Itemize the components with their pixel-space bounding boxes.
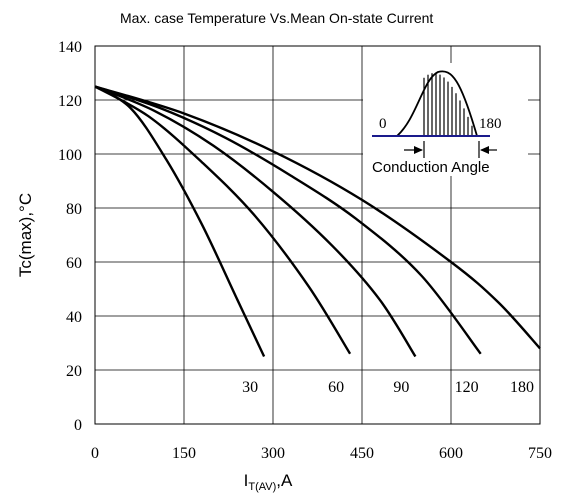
x-axis-label-main: I xyxy=(244,471,249,490)
y-tick-label: 20 xyxy=(66,363,82,380)
x-axis-label-sub: T(AV) xyxy=(248,481,276,493)
y-tick-label: 0 xyxy=(74,417,82,434)
series-line-60 xyxy=(94,85,352,355)
inset-background xyxy=(363,63,528,176)
series-labels: 30 60 90 120 180 xyxy=(242,379,534,396)
series-label-180: 180 xyxy=(510,379,534,396)
x-tick-label: 600 xyxy=(439,445,463,462)
series-label-120: 120 xyxy=(455,379,479,396)
x-axis-label-tail: ,A xyxy=(276,471,293,490)
chart-title: Max. case Temperature Vs.Mean On-state C… xyxy=(120,10,433,26)
x-tick-label: 300 xyxy=(261,445,285,462)
inset-hatching xyxy=(423,73,473,136)
y-tick-label: 60 xyxy=(66,255,82,272)
series-curves xyxy=(94,85,541,358)
x-axis-ticks: 0 150 300 450 600 750 xyxy=(91,445,552,462)
series-label-60: 60 xyxy=(328,379,344,396)
series-line-180 xyxy=(94,85,541,350)
inset-arrow-left-head xyxy=(414,146,423,154)
y-tick-label: 80 xyxy=(66,201,82,218)
x-axis-label: IT(AV),A xyxy=(244,471,293,493)
inset-arrow-right-head xyxy=(480,146,489,154)
inset-sine-curve xyxy=(396,70,478,137)
x-tick-label: 750 xyxy=(528,445,552,462)
series-line-90 xyxy=(94,85,417,358)
y-tick-label: 40 xyxy=(66,309,82,326)
inset-label-end: 180 xyxy=(479,116,502,132)
series-line-30 xyxy=(94,85,266,358)
series-line-120 xyxy=(94,85,482,355)
y-axis-ticks: 0 20 40 60 80 100 120 140 xyxy=(58,39,82,434)
y-axis-label: Tc(max),°C xyxy=(16,193,35,277)
conduction-angle-inset: 0 180 Conduction Angle xyxy=(363,63,528,176)
plot-area xyxy=(94,45,541,425)
inset-label-start: 0 xyxy=(379,116,387,132)
y-tick-label: 100 xyxy=(58,147,82,164)
y-tick-label: 120 xyxy=(58,93,82,110)
inset-caption: Conduction Angle xyxy=(372,159,490,176)
series-label-90: 90 xyxy=(393,379,409,396)
x-tick-label: 0 xyxy=(91,445,99,462)
x-tick-label: 150 xyxy=(172,445,196,462)
x-tick-label: 450 xyxy=(350,445,374,462)
series-label-30: 30 xyxy=(242,379,258,396)
y-tick-label: 140 xyxy=(58,39,82,56)
